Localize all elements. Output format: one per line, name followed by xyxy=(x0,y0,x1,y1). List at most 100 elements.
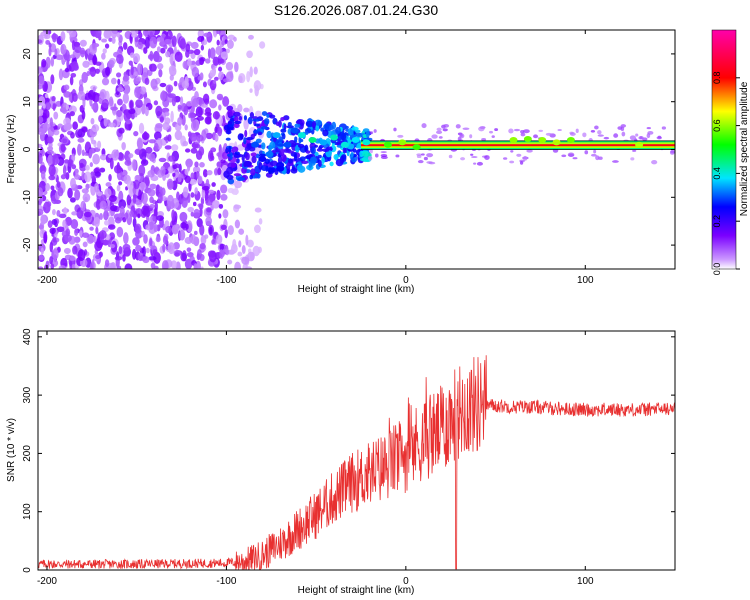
spectrogram-blob xyxy=(283,141,292,148)
spectrogram-cell xyxy=(174,163,180,169)
spectrogram-cell xyxy=(38,115,44,124)
snr-ytick-label: 200 xyxy=(22,445,33,462)
spectrogram-cell xyxy=(205,198,214,206)
spectrogram-cell xyxy=(243,115,247,121)
colorbar-tick-label: 0.0 xyxy=(712,263,722,276)
spectrogram-cell xyxy=(509,160,515,164)
spectrogram-cell xyxy=(47,220,53,228)
spectrogram-cell xyxy=(318,144,324,149)
spectrogram-cell xyxy=(168,155,175,162)
spectrogram-cell xyxy=(225,129,232,135)
spectrogram-cell xyxy=(184,168,189,176)
spectrogram-cell xyxy=(638,136,644,140)
spectrogram-cell xyxy=(222,151,229,160)
spectrogram-cell xyxy=(185,158,193,168)
spectrogram-cell xyxy=(69,76,74,86)
spectrogram-cell xyxy=(74,228,79,236)
spectrogram-cell xyxy=(233,111,241,117)
spectrogram-cell xyxy=(70,131,75,139)
spectrogram-cell xyxy=(431,134,438,139)
spectrogram-cell xyxy=(179,38,186,50)
spectrogram-cell xyxy=(180,252,188,262)
spectrogram-cell xyxy=(149,204,156,209)
spectrogram-cell xyxy=(244,266,253,269)
spectrogram-cell xyxy=(200,234,207,245)
spectrogram-cell xyxy=(538,129,544,132)
spectrogram-cell xyxy=(207,150,214,162)
spectrogram-cell xyxy=(155,55,163,63)
spectrogram-cell xyxy=(99,88,107,100)
spectrogram-cell xyxy=(93,235,97,244)
spectrogram-cell xyxy=(122,84,131,95)
spectrogram-cell xyxy=(234,61,239,73)
spectrogram-cell xyxy=(218,71,225,81)
spectrogram-cell xyxy=(180,221,187,229)
spectrogram-cell xyxy=(108,122,116,128)
spectrogram-cell xyxy=(109,157,114,170)
spectrogram-cell xyxy=(295,120,303,125)
spectrogram-cell xyxy=(40,170,46,180)
spectrogram-cell xyxy=(244,146,250,152)
spectrogram-cell xyxy=(155,105,163,117)
spectrogram-cell xyxy=(170,110,174,123)
spectrogram-cell xyxy=(216,189,221,201)
spectrogram-cell xyxy=(646,133,651,139)
spectrogram-cell xyxy=(173,80,178,87)
spectrogram-cell xyxy=(69,111,75,117)
spectrogram-cell xyxy=(40,247,44,255)
spectrogram-cell xyxy=(138,122,145,134)
snr-xlabel: Height of straight line (km) xyxy=(298,585,415,596)
spectrogram-cell xyxy=(184,175,191,184)
spectrogram-cell xyxy=(294,136,298,142)
spectrogram-blob xyxy=(509,136,518,143)
spectrogram-cell xyxy=(48,47,52,57)
spectrogram-cell xyxy=(134,199,143,205)
spectrogram-cell xyxy=(193,48,201,56)
spectrogram-cell xyxy=(92,94,96,102)
spectrogram-cell xyxy=(65,228,71,237)
spectrogram-cell xyxy=(436,127,442,132)
spectrogram-cell xyxy=(426,161,433,164)
spectrogram-cell xyxy=(621,131,626,137)
spectrogram-cell xyxy=(89,162,94,168)
spectrogram-cell xyxy=(143,234,148,244)
spectrogram-cell xyxy=(94,171,101,177)
spectrogram-cell xyxy=(249,251,255,261)
spectrogram-cell xyxy=(281,132,286,140)
spectrogram-cell xyxy=(520,132,526,137)
spectrogram-cell xyxy=(118,181,123,186)
spectrogram-cell xyxy=(234,120,242,125)
spectrogram-cell xyxy=(253,80,262,92)
spectrogram-cell xyxy=(43,33,51,40)
spectrogram-cell xyxy=(139,86,147,95)
spectrogram-cell xyxy=(193,263,198,269)
spectrogram-cell xyxy=(38,109,44,117)
spectrogram-cell xyxy=(227,153,232,157)
spectrogram-cell xyxy=(47,126,55,137)
spectrogram-cell xyxy=(126,194,132,206)
spectrogram-cell xyxy=(156,46,161,53)
spectrogram-cell xyxy=(269,141,276,149)
spectrogram-cell xyxy=(365,130,370,138)
spectrogram-ytick-label: 0 xyxy=(22,146,33,152)
spectrogram-cell xyxy=(51,95,56,102)
spectrogram-cell xyxy=(54,48,58,57)
spectrogram-cell xyxy=(329,161,334,167)
spectrogram-cell xyxy=(89,262,93,269)
spectrogram-cell xyxy=(122,92,129,104)
spectrogram-cell xyxy=(189,112,196,119)
spectrogram-cell xyxy=(526,149,533,153)
spectrogram-cell xyxy=(297,143,305,149)
spectrogram-cell xyxy=(40,214,47,225)
spectrogram-cell xyxy=(237,133,244,141)
spectrogram-cell xyxy=(421,123,427,129)
snr-background xyxy=(38,331,675,570)
spectrogram-cell xyxy=(315,124,320,132)
spectrogram-cell xyxy=(65,104,70,111)
spectrogram-cell xyxy=(374,153,379,158)
spectrogram-cell xyxy=(149,196,154,204)
spectrogram-cell xyxy=(81,110,86,120)
spectrogram-cell xyxy=(226,39,234,49)
spectrogram-cell xyxy=(234,151,240,156)
spectrogram-ytick-label: 20 xyxy=(22,48,33,60)
